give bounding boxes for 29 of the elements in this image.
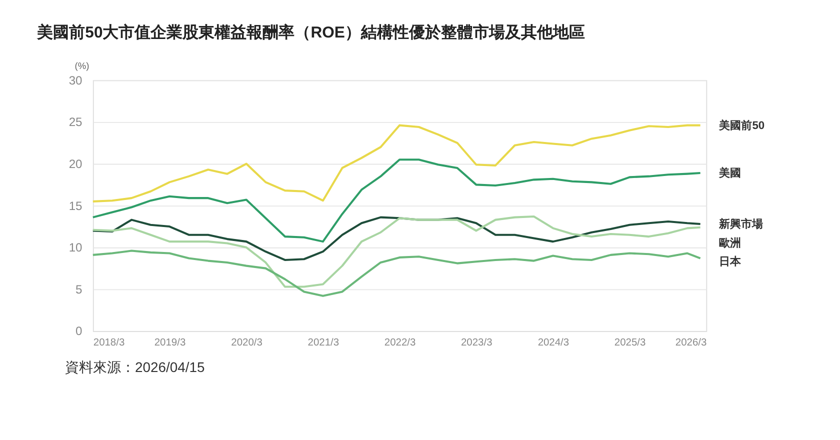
- y-tick-label: 20: [68, 156, 83, 171]
- x-tick-label: 2025/3: [614, 337, 646, 348]
- x-tick-label: 2018/3: [93, 337, 125, 348]
- y-tick-label: 15: [68, 198, 83, 213]
- series-label: 日本: [719, 254, 742, 268]
- source-note: 資料來源：2026/04/15: [65, 358, 205, 375]
- line-series: [92, 215, 702, 288]
- y-tick-label: 0: [76, 324, 83, 338]
- series-label: 美國: [718, 166, 742, 180]
- series-label: 美國前50: [718, 119, 765, 132]
- x-tick-label: 2026/3: [675, 337, 707, 348]
- x-tick-label: 2023/3: [460, 337, 493, 348]
- line-series: [92, 124, 702, 202]
- x-tick-label: 2019/3: [154, 337, 186, 348]
- series-label: 新興市場: [718, 218, 764, 231]
- x-tick-label: 2022/3: [384, 337, 416, 348]
- y-axis-title: (%): [74, 61, 90, 72]
- chart-title: 美國前50大市值企業股東權益報酬率（ROE）結構性優於整體市場及其他地區: [36, 22, 585, 42]
- y-tick-label: 25: [68, 115, 83, 130]
- x-tick-label: 2024/3: [538, 337, 570, 348]
- x-tick-label: 2021/3: [308, 337, 340, 348]
- y-tick-label: 30: [68, 73, 83, 88]
- y-tick-label: 10: [68, 240, 83, 255]
- text: 歐洲: [719, 236, 742, 250]
- line-series: [92, 250, 702, 297]
- line-series: [92, 216, 702, 261]
- line-series: [92, 158, 702, 243]
- y-tick-label: 5: [76, 282, 83, 296]
- x-tick-label: 2020/3: [231, 337, 263, 348]
